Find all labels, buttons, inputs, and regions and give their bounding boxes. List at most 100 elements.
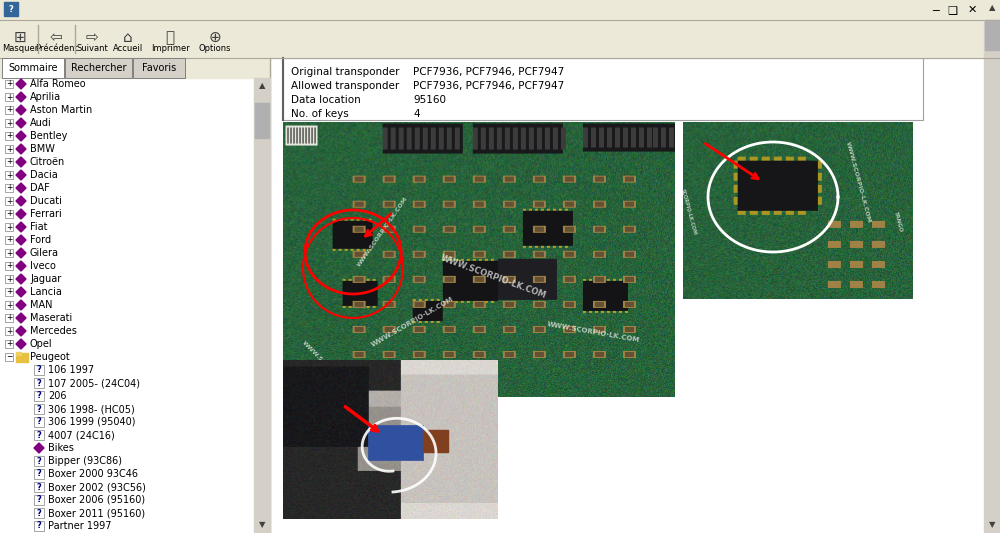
- Text: +: +: [6, 301, 12, 310]
- Polygon shape: [16, 144, 26, 154]
- Text: Boxer 2002 (93C56): Boxer 2002 (93C56): [48, 482, 146, 492]
- Text: Sommaire: Sommaire: [8, 63, 58, 73]
- Text: DAF: DAF: [30, 183, 50, 193]
- Text: Favoris: Favoris: [142, 63, 176, 73]
- Polygon shape: [16, 222, 26, 232]
- Polygon shape: [16, 170, 26, 180]
- Text: Opel: Opel: [30, 339, 53, 349]
- Text: Accueil: Accueil: [113, 44, 143, 53]
- Text: ?: ?: [9, 4, 13, 13]
- Text: +: +: [6, 287, 12, 296]
- Bar: [5, 132, 13, 140]
- Text: 306 1999 (95040): 306 1999 (95040): [48, 417, 136, 427]
- Polygon shape: [16, 92, 26, 102]
- Bar: [5, 275, 13, 283]
- Text: ⇨: ⇨: [86, 30, 98, 45]
- Text: +: +: [6, 313, 12, 322]
- Text: ❑: ❑: [947, 5, 957, 15]
- Bar: [984, 0, 1000, 533]
- Bar: [5, 236, 13, 244]
- Text: ?: ?: [37, 417, 41, 426]
- Text: Imprimer: Imprimer: [151, 44, 189, 53]
- Bar: [5, 80, 13, 88]
- Polygon shape: [16, 118, 26, 128]
- Text: +: +: [6, 327, 12, 335]
- Text: +: +: [6, 144, 12, 154]
- Bar: [5, 210, 13, 218]
- Text: +: +: [6, 340, 12, 349]
- Bar: [5, 353, 13, 361]
- Bar: [34, 482, 44, 492]
- Text: +: +: [6, 222, 12, 231]
- Text: WWW.SCORPIO-LK.COM: WWW.SCORPIO-LK.COM: [439, 254, 547, 301]
- Text: Lancia: Lancia: [30, 287, 62, 297]
- Bar: [16, 353, 28, 362]
- Bar: [34, 521, 44, 531]
- Text: 306 1998- (HC05): 306 1998- (HC05): [48, 404, 135, 414]
- Text: ?: ?: [37, 378, 41, 387]
- Text: Data location: Data location: [291, 95, 361, 105]
- Text: ⊞: ⊞: [14, 30, 26, 45]
- Text: Ford: Ford: [30, 235, 51, 245]
- Text: Boxer 2011 (95160): Boxer 2011 (95160): [48, 508, 145, 518]
- Text: Mercedes: Mercedes: [30, 326, 77, 336]
- Text: +: +: [6, 262, 12, 271]
- Bar: [2, 58, 64, 78]
- Polygon shape: [16, 196, 26, 206]
- Text: WWW.SCORPIO-LK.COM: WWW.SCORPIO-LK.COM: [357, 196, 409, 268]
- Text: 95160: 95160: [413, 95, 446, 105]
- Text: Boxer 2000 93C46: Boxer 2000 93C46: [48, 469, 138, 479]
- Bar: [0, 0, 1000, 20]
- Text: +: +: [6, 106, 12, 115]
- Text: +: +: [6, 248, 12, 257]
- Text: Jaguar: Jaguar: [30, 274, 61, 284]
- Text: 107 2005- (24C04): 107 2005- (24C04): [48, 378, 140, 388]
- Bar: [34, 417, 44, 427]
- Bar: [0, 58, 270, 78]
- Text: −: −: [6, 352, 12, 361]
- Polygon shape: [16, 339, 26, 349]
- Polygon shape: [16, 326, 26, 336]
- Text: ?: ?: [37, 521, 41, 530]
- Bar: [5, 249, 13, 257]
- Text: Alfa Romeo: Alfa Romeo: [30, 79, 86, 89]
- Bar: [34, 508, 44, 518]
- Text: 206: 206: [48, 391, 66, 401]
- Text: ?: ?: [37, 456, 41, 465]
- Bar: [5, 158, 13, 166]
- Text: Options: Options: [199, 44, 231, 53]
- Text: ?: ?: [37, 470, 41, 479]
- Text: 106 1997: 106 1997: [48, 365, 94, 375]
- Bar: [255, 103, 269, 138]
- Text: Original transponder: Original transponder: [291, 67, 400, 77]
- Text: 4007 (24C16): 4007 (24C16): [48, 430, 115, 440]
- Bar: [5, 262, 13, 270]
- Polygon shape: [16, 287, 26, 297]
- Bar: [34, 365, 44, 375]
- Text: Citroën: Citroën: [30, 157, 65, 167]
- Bar: [5, 327, 13, 335]
- Text: ⇦: ⇦: [50, 30, 62, 45]
- Bar: [5, 93, 13, 101]
- Text: +: +: [6, 93, 12, 101]
- Text: Dacia: Dacia: [30, 170, 58, 180]
- Text: Ducati: Ducati: [30, 196, 62, 206]
- Text: Maserati: Maserati: [30, 313, 72, 323]
- Text: Bipper (93C86): Bipper (93C86): [48, 456, 122, 466]
- Bar: [34, 391, 44, 401]
- Text: TANGO: TANGO: [893, 211, 903, 233]
- Bar: [34, 469, 44, 479]
- Text: BMW: BMW: [30, 144, 55, 154]
- Text: Peugeot: Peugeot: [30, 352, 70, 362]
- Text: ?: ?: [37, 431, 41, 440]
- Polygon shape: [16, 248, 26, 258]
- Bar: [5, 314, 13, 322]
- Bar: [270, 0, 1000, 533]
- Text: Masquer: Masquer: [2, 44, 38, 53]
- Bar: [5, 197, 13, 205]
- Text: 🖶: 🖶: [165, 30, 175, 45]
- Text: +: +: [6, 183, 12, 192]
- Text: ▲: ▲: [259, 82, 265, 91]
- Bar: [34, 404, 44, 414]
- Bar: [65, 58, 132, 78]
